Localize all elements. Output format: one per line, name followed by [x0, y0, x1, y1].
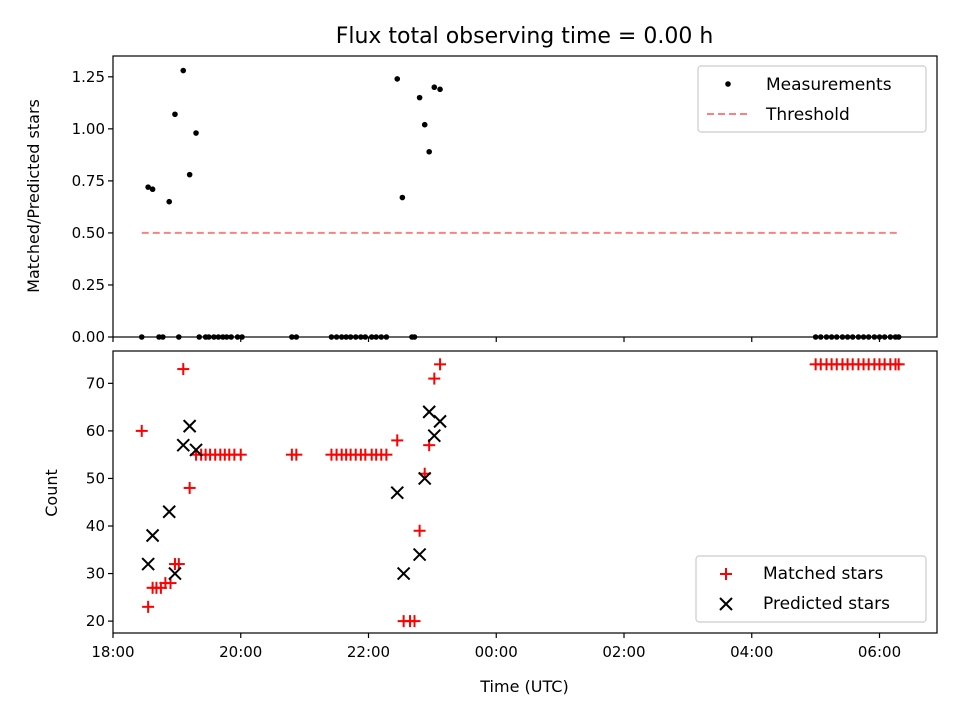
legend-threshold-label: Threshold	[765, 105, 850, 125]
predicted-star-point	[182, 419, 197, 433]
legend-measurements-label: Measurements	[766, 75, 892, 95]
predicted-star-point	[412, 547, 427, 562]
matched-star-point	[413, 524, 426, 537]
bottom-y-tick-label: 40	[86, 517, 105, 535]
matched-star-point	[290, 448, 303, 461]
bottom-x-tick-label: 22:00	[347, 643, 390, 661]
legend-predicted-marker	[719, 597, 733, 611]
measurement-point	[166, 198, 173, 205]
matched-star-point	[434, 358, 447, 371]
bottom-y-tick-label: 70	[86, 374, 105, 392]
bottom-y-tick-label: 50	[86, 469, 105, 487]
x-axis-label: Time (UTC)	[479, 677, 568, 696]
bottom-y-tick-label: 60	[86, 422, 105, 440]
predicted-star-point	[176, 438, 190, 452]
bottom-plot-frame	[112, 350, 938, 634]
matched-star-point	[183, 481, 196, 494]
top-y-tick-label: 0.00	[72, 328, 105, 346]
predicted-star-point	[390, 486, 404, 500]
predicted-star-point	[396, 566, 411, 581]
measurement-point	[186, 171, 193, 178]
top-panel: 0.00 0.25 0.50 0.75 1.00 1.25	[72, 55, 938, 346]
chart-title: Flux total observing time = 0.00 h	[336, 24, 714, 49]
top-y-tick-label: 1.25	[72, 68, 105, 86]
predicted-star-point	[145, 528, 160, 543]
measurement-point	[172, 111, 178, 118]
matched-star-point	[892, 358, 905, 371]
matched-star-point	[234, 448, 247, 461]
bottom-x-tick-label: 06:00	[858, 643, 901, 661]
top-y-tick-label: 0.75	[72, 172, 105, 190]
measurement-point	[416, 94, 423, 101]
bottom-x-tick-label: 18:00	[91, 643, 134, 661]
predicted-star-point	[141, 557, 155, 571]
bottom-y-axis-label: Count	[42, 469, 61, 517]
matched-star-point	[391, 434, 404, 447]
bottom-x-tick-label: 04:00	[730, 643, 773, 661]
bottom-legend: Matched stars Predicted stars	[695, 555, 927, 623]
matched-star-point	[135, 424, 148, 437]
bottom-panel: 20 30 40 50 60 70 18:00 20:00 22:00 00:00 02:00 04:…	[86, 350, 938, 661]
matched-star-point	[408, 615, 421, 628]
matched-star-point	[380, 448, 393, 461]
bottom-x-tick-label: 00:00	[475, 643, 518, 661]
top-legend: Measurements Threshold	[697, 65, 927, 133]
measurement-point	[431, 84, 438, 91]
measurement-point	[180, 67, 187, 74]
legend-measurements-marker	[725, 81, 731, 87]
matched-star-point	[142, 600, 155, 613]
measurement-point	[193, 130, 199, 136]
bottom-x-tick-label: 20:00	[219, 643, 262, 661]
top-y-tick-label: 0.25	[72, 276, 105, 294]
top-y-tick-label: 1.00	[72, 120, 105, 138]
bottom-y-tick-label: 20	[86, 612, 105, 630]
predicted-star-point	[189, 443, 203, 457]
measurement-point	[421, 121, 428, 128]
predicted-star-point	[427, 428, 442, 443]
predicted-star-point	[422, 405, 436, 419]
measurement-point	[149, 186, 156, 193]
measurement-point	[145, 184, 151, 190]
matched-star-point	[177, 363, 190, 376]
bottom-x-tick-label: 02:00	[602, 643, 645, 661]
top-y-axis-label: Matched/Predicted stars	[24, 99, 43, 293]
matched-star-point	[428, 372, 441, 385]
top-plot-frame	[112, 55, 938, 338]
legend-matched-marker	[720, 568, 732, 580]
predicted-star-point	[418, 471, 432, 486]
legend-matched-label: Matched stars	[763, 564, 883, 584]
bottom-y-tick-label: 30	[86, 565, 105, 583]
legend-predicted-label: Predicted stars	[763, 594, 890, 614]
predicted-star-point	[433, 414, 447, 429]
measurement-point	[426, 148, 432, 155]
predicted-star-point	[162, 505, 176, 519]
matched-star-point	[172, 558, 185, 571]
predicted-star-point	[168, 566, 182, 581]
top-y-tick-label: 0.50	[72, 224, 105, 242]
measurement-point	[394, 76, 401, 82]
measurement-point	[399, 194, 406, 201]
measurement-point	[437, 86, 443, 93]
